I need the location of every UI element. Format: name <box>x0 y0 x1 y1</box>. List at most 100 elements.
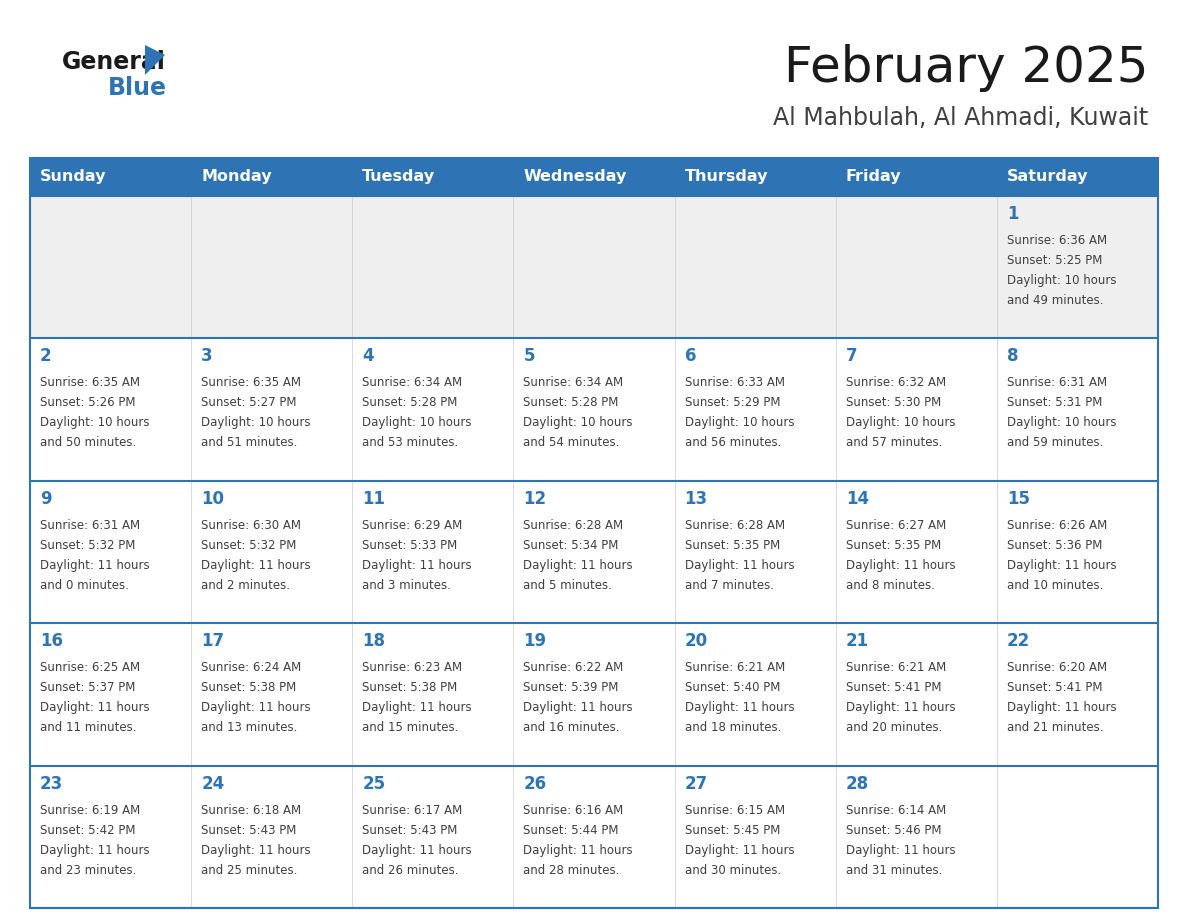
Text: Sunrise: 6:28 AM: Sunrise: 6:28 AM <box>524 519 624 532</box>
Text: Saturday: Saturday <box>1007 170 1088 185</box>
Text: Sunset: 5:40 PM: Sunset: 5:40 PM <box>684 681 781 694</box>
Polygon shape <box>145 45 165 75</box>
Text: and 51 minutes.: and 51 minutes. <box>201 436 297 450</box>
Text: and 23 minutes.: and 23 minutes. <box>40 864 137 877</box>
Text: 23: 23 <box>40 775 63 792</box>
Text: Sunset: 5:25 PM: Sunset: 5:25 PM <box>1007 254 1102 267</box>
Text: and 0 minutes.: and 0 minutes. <box>40 579 128 592</box>
Text: General: General <box>62 50 166 74</box>
Text: Sunset: 5:30 PM: Sunset: 5:30 PM <box>846 397 941 409</box>
Text: Sunset: 5:43 PM: Sunset: 5:43 PM <box>201 823 297 836</box>
Text: 26: 26 <box>524 775 546 792</box>
Text: Wednesday: Wednesday <box>524 170 627 185</box>
Text: Tuesday: Tuesday <box>362 170 436 185</box>
Bar <box>30 158 1158 908</box>
Text: Sunrise: 6:23 AM: Sunrise: 6:23 AM <box>362 661 462 674</box>
Text: and 5 minutes.: and 5 minutes. <box>524 579 612 592</box>
Text: Sunrise: 6:31 AM: Sunrise: 6:31 AM <box>40 519 140 532</box>
Text: Sunrise: 6:21 AM: Sunrise: 6:21 AM <box>846 661 946 674</box>
Text: 2: 2 <box>40 347 51 365</box>
Text: Daylight: 11 hours: Daylight: 11 hours <box>201 701 311 714</box>
Text: Daylight: 10 hours: Daylight: 10 hours <box>1007 274 1117 287</box>
Text: Sunrise: 6:32 AM: Sunrise: 6:32 AM <box>846 376 946 389</box>
Text: Daylight: 11 hours: Daylight: 11 hours <box>201 559 311 572</box>
Text: Daylight: 11 hours: Daylight: 11 hours <box>846 701 955 714</box>
Text: Sunset: 5:41 PM: Sunset: 5:41 PM <box>1007 681 1102 694</box>
Text: 15: 15 <box>1007 490 1030 508</box>
Text: Sunrise: 6:29 AM: Sunrise: 6:29 AM <box>362 519 462 532</box>
Text: Sunset: 5:43 PM: Sunset: 5:43 PM <box>362 823 457 836</box>
Text: 13: 13 <box>684 490 708 508</box>
Text: and 13 minutes.: and 13 minutes. <box>201 722 297 734</box>
Text: Sunset: 5:34 PM: Sunset: 5:34 PM <box>524 539 619 552</box>
Text: Daylight: 11 hours: Daylight: 11 hours <box>1007 701 1117 714</box>
Text: 12: 12 <box>524 490 546 508</box>
Text: and 54 minutes.: and 54 minutes. <box>524 436 620 450</box>
Text: 21: 21 <box>846 633 868 650</box>
Text: Sunset: 5:44 PM: Sunset: 5:44 PM <box>524 823 619 836</box>
Text: 24: 24 <box>201 775 225 792</box>
Text: 5: 5 <box>524 347 535 365</box>
Text: Sunset: 5:28 PM: Sunset: 5:28 PM <box>362 397 457 409</box>
Text: Monday: Monday <box>201 170 272 185</box>
Text: Sunset: 5:38 PM: Sunset: 5:38 PM <box>201 681 296 694</box>
Text: Daylight: 11 hours: Daylight: 11 hours <box>524 844 633 856</box>
Text: Sunrise: 6:20 AM: Sunrise: 6:20 AM <box>1007 661 1107 674</box>
Text: and 8 minutes.: and 8 minutes. <box>846 579 935 592</box>
Text: Daylight: 11 hours: Daylight: 11 hours <box>1007 559 1117 572</box>
Bar <box>30 481 1158 623</box>
Text: Sunset: 5:29 PM: Sunset: 5:29 PM <box>684 397 781 409</box>
Bar <box>30 623 1158 766</box>
Text: Sunrise: 6:17 AM: Sunrise: 6:17 AM <box>362 803 462 817</box>
Text: Sunset: 5:27 PM: Sunset: 5:27 PM <box>201 397 297 409</box>
Text: 27: 27 <box>684 775 708 792</box>
Text: Daylight: 11 hours: Daylight: 11 hours <box>684 701 795 714</box>
Text: 4: 4 <box>362 347 374 365</box>
Text: Sunset: 5:35 PM: Sunset: 5:35 PM <box>684 539 779 552</box>
Text: and 25 minutes.: and 25 minutes. <box>201 864 297 877</box>
Text: and 26 minutes.: and 26 minutes. <box>362 864 459 877</box>
Text: 1: 1 <box>1007 205 1018 223</box>
Text: Daylight: 10 hours: Daylight: 10 hours <box>201 417 310 430</box>
Text: Sunrise: 6:35 AM: Sunrise: 6:35 AM <box>40 376 140 389</box>
Text: Sunset: 5:37 PM: Sunset: 5:37 PM <box>40 681 135 694</box>
Text: Sunrise: 6:27 AM: Sunrise: 6:27 AM <box>846 519 946 532</box>
Text: Daylight: 11 hours: Daylight: 11 hours <box>684 559 795 572</box>
Text: Sunrise: 6:24 AM: Sunrise: 6:24 AM <box>201 661 302 674</box>
Bar <box>30 766 1158 908</box>
Text: Sunset: 5:32 PM: Sunset: 5:32 PM <box>201 539 297 552</box>
Text: Sunrise: 6:18 AM: Sunrise: 6:18 AM <box>201 803 302 817</box>
Text: and 16 minutes.: and 16 minutes. <box>524 722 620 734</box>
Text: and 21 minutes.: and 21 minutes. <box>1007 722 1104 734</box>
Text: and 11 minutes.: and 11 minutes. <box>40 722 137 734</box>
Text: Daylight: 11 hours: Daylight: 11 hours <box>362 844 472 856</box>
Text: Daylight: 10 hours: Daylight: 10 hours <box>40 417 150 430</box>
Text: Daylight: 10 hours: Daylight: 10 hours <box>684 417 794 430</box>
Text: Sunset: 5:33 PM: Sunset: 5:33 PM <box>362 539 457 552</box>
Text: and 2 minutes.: and 2 minutes. <box>201 579 290 592</box>
Text: and 49 minutes.: and 49 minutes. <box>1007 294 1104 307</box>
Text: and 18 minutes.: and 18 minutes. <box>684 722 781 734</box>
Text: Sunrise: 6:34 AM: Sunrise: 6:34 AM <box>524 376 624 389</box>
Text: Daylight: 11 hours: Daylight: 11 hours <box>684 844 795 856</box>
Text: Sunset: 5:31 PM: Sunset: 5:31 PM <box>1007 397 1102 409</box>
Text: Sunset: 5:28 PM: Sunset: 5:28 PM <box>524 397 619 409</box>
Text: and 53 minutes.: and 53 minutes. <box>362 436 459 450</box>
Text: and 7 minutes.: and 7 minutes. <box>684 579 773 592</box>
Text: Sunrise: 6:36 AM: Sunrise: 6:36 AM <box>1007 234 1107 247</box>
Text: and 10 minutes.: and 10 minutes. <box>1007 579 1104 592</box>
Text: 19: 19 <box>524 633 546 650</box>
Text: 3: 3 <box>201 347 213 365</box>
Text: Daylight: 11 hours: Daylight: 11 hours <box>362 559 472 572</box>
Text: and 56 minutes.: and 56 minutes. <box>684 436 781 450</box>
Text: Sunset: 5:26 PM: Sunset: 5:26 PM <box>40 397 135 409</box>
Text: Sunset: 5:39 PM: Sunset: 5:39 PM <box>524 681 619 694</box>
Text: Thursday: Thursday <box>684 170 769 185</box>
Text: Daylight: 11 hours: Daylight: 11 hours <box>846 844 955 856</box>
Text: 14: 14 <box>846 490 868 508</box>
Text: Blue: Blue <box>108 76 168 100</box>
Text: Sunrise: 6:34 AM: Sunrise: 6:34 AM <box>362 376 462 389</box>
Text: Sunset: 5:41 PM: Sunset: 5:41 PM <box>846 681 941 694</box>
Text: Sunrise: 6:21 AM: Sunrise: 6:21 AM <box>684 661 785 674</box>
Text: Daylight: 11 hours: Daylight: 11 hours <box>201 844 311 856</box>
